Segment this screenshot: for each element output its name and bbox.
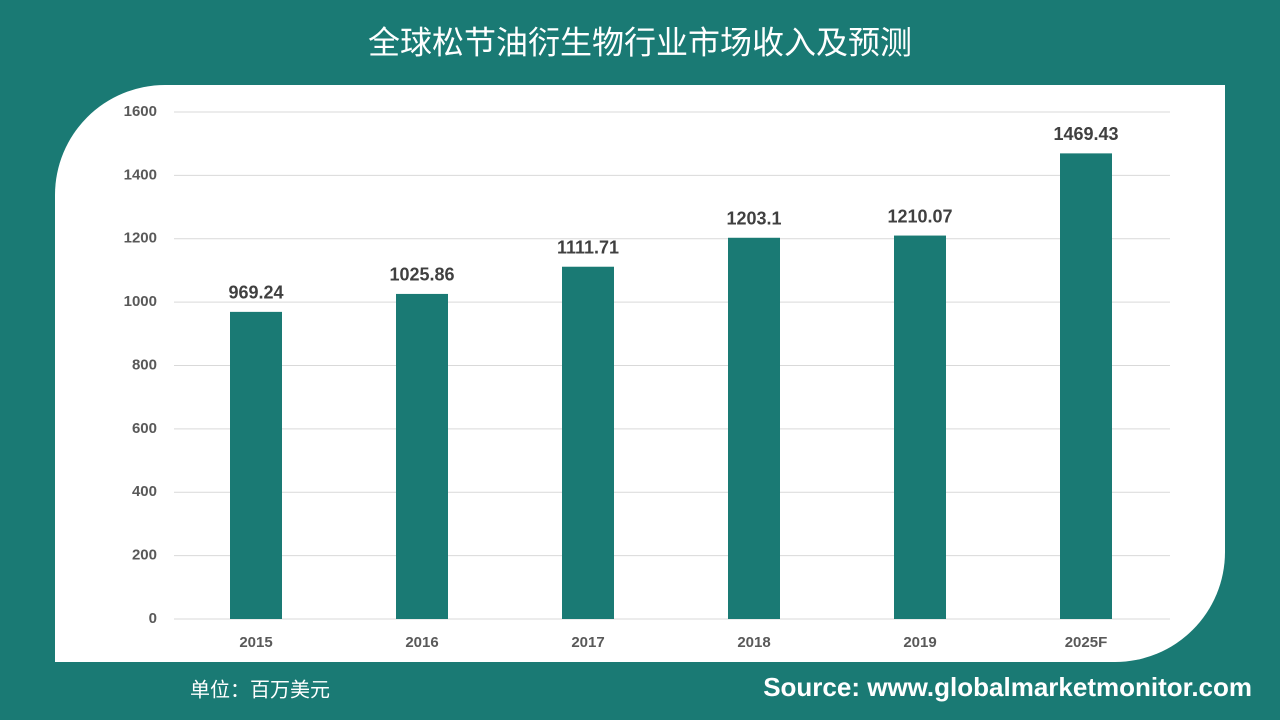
y-tick-label: 1200 xyxy=(124,230,157,247)
bar xyxy=(230,311,282,619)
data-label: 1025.86 xyxy=(389,265,454,285)
chart-title: 全球松节油衍生物行业市场收入及预测 xyxy=(368,24,912,62)
y-tick-label: 1000 xyxy=(124,293,157,310)
bar xyxy=(894,235,946,619)
x-tick-label: 2018 xyxy=(737,634,770,651)
data-label: 1210.07 xyxy=(887,206,952,226)
y-tick-label: 1400 xyxy=(124,166,157,183)
y-tick-label: 800 xyxy=(132,356,157,373)
data-label: 969.24 xyxy=(228,283,283,303)
x-tick-label: 2017 xyxy=(571,634,604,651)
data-label: 1203.1 xyxy=(726,209,781,229)
x-tick-label: 2019 xyxy=(903,634,936,651)
x-tick-label: 2025F xyxy=(1065,634,1108,651)
x-tick-label: 2015 xyxy=(239,634,272,651)
data-label: 1469.43 xyxy=(1053,124,1118,144)
y-tick-label: 0 xyxy=(149,610,157,627)
bar xyxy=(728,237,780,619)
bar xyxy=(1060,153,1112,619)
y-tick-label: 200 xyxy=(132,547,157,564)
y-tick-label: 600 xyxy=(132,420,157,437)
x-tick-label: 2016 xyxy=(405,634,438,651)
y-tick-label: 1600 xyxy=(124,103,157,120)
bar xyxy=(562,266,614,619)
bar xyxy=(396,293,448,619)
unit-note: 单位：百万美元 xyxy=(190,678,330,702)
source-note: Source: www.globalmarketmonitor.com xyxy=(763,672,1252,702)
data-label: 1111.71 xyxy=(557,237,619,257)
y-tick-label: 400 xyxy=(132,483,157,500)
